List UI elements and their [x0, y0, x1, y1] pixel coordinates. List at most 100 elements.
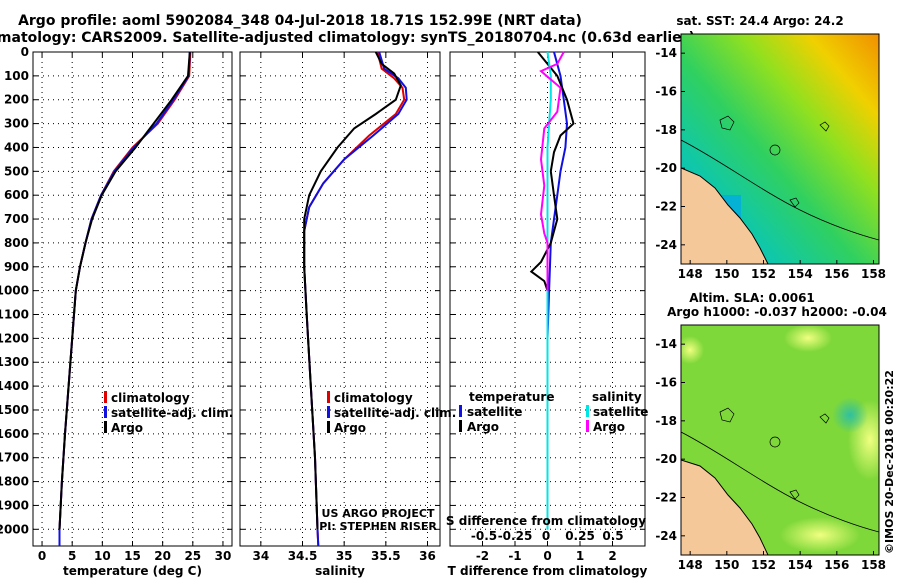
map-x-tick-label: 150 — [714, 558, 739, 572]
map-y-tick-label: -22 — [655, 200, 677, 214]
s-tick-label: 0.5 — [602, 529, 623, 543]
y-tick-label: 1100 — [0, 308, 29, 322]
sal-legend-satellite-swatch — [327, 406, 330, 418]
y-tick-label: 400 — [4, 140, 29, 154]
sal-legend-argo-swatch — [327, 421, 330, 433]
map-x-tick-label: 148 — [678, 558, 703, 572]
sla-land-australia — [681, 459, 769, 555]
sla-low-anomaly — [832, 397, 868, 433]
legend-climatology-label: climatology — [111, 391, 190, 405]
x-tick-label: 1 — [576, 549, 584, 563]
sla-high-anomaly — [784, 325, 832, 352]
map-x-tick-label: 156 — [824, 558, 849, 572]
x-axis-label: T difference from climatology — [448, 564, 648, 578]
sst-bathymetry-contour — [681, 139, 879, 241]
x-tick-label: 34.5 — [288, 549, 318, 563]
y-tick-label: 0 — [21, 45, 29, 59]
y-tick-label: 1600 — [0, 427, 29, 441]
y-tick-label: 300 — [4, 117, 29, 131]
map-y-tick-label: -16 — [655, 85, 677, 99]
sla-map — [681, 325, 879, 555]
x-tick-label: 0 — [543, 549, 551, 563]
sst-land-australia — [681, 167, 769, 264]
sst-map-frame — [680, 33, 880, 265]
series-line-climatology — [303, 51, 406, 547]
x-tick-label: 25 — [184, 549, 201, 563]
sla-map-subtitle: Argo h1000: -0.037 h2000: -0.04 — [667, 305, 887, 319]
x-axis-label: temperature (deg C) — [63, 564, 202, 578]
s-difference-title: S difference from climatology — [446, 514, 646, 528]
map-y-tick-label: -20 — [655, 161, 677, 175]
legend-s-satellite-swatch — [586, 405, 589, 417]
map-y-tick-label: -14 — [655, 46, 677, 60]
map-y-tick-label: -16 — [655, 376, 677, 390]
legend-t-satellite-swatch — [459, 405, 462, 417]
x-axis-label: salinity — [315, 564, 365, 578]
sla-reef-outlines — [719, 407, 830, 500]
x-tick-label: 34 — [252, 549, 269, 563]
y-tick-label: 1200 — [0, 331, 29, 345]
sla-high-anomaly-4 — [780, 517, 860, 553]
y-tick-label: 1400 — [0, 379, 29, 393]
y-tick-label: 1300 — [0, 355, 29, 369]
x-tick-label: 10 — [94, 549, 111, 563]
credit-line-1: US ARGO PROJECT — [322, 507, 435, 520]
map-x-tick-label: 154 — [788, 267, 813, 281]
x-tick-label: 35.5 — [371, 549, 401, 563]
series-line-t-argo — [529, 51, 575, 530]
temperature-panel: 0 5 10 15 20 25 300100200300400500600700800900… — [0, 45, 233, 578]
series-line-climatology — [58, 51, 192, 546]
y-tick-label: 900 — [4, 260, 29, 274]
x-tick-label: 15 — [124, 549, 141, 563]
legend-t-satellite-label: satellite — [467, 405, 522, 419]
sst-map — [681, 34, 879, 264]
map-x-tick-label: 148 — [678, 267, 703, 281]
map-x-tick-label: 158 — [861, 267, 886, 281]
difference-panel: -2 -1 0 1 2T difference from climatology — [448, 51, 648, 578]
series-line-s-argo — [539, 51, 565, 291]
imos-timestamp: ©IMOS 20-Dec-2018 00:20:22 — [883, 370, 896, 554]
legend-s-argo-label: Argo — [593, 420, 625, 434]
temperature-legend: climatology satellite-adj. clim. Argo — [104, 391, 233, 435]
legend-satellite-label: satellite-adj. clim. — [111, 406, 233, 420]
map-x-tick-label: 156 — [824, 267, 849, 281]
legend-argo-label: Argo — [111, 421, 143, 435]
map-y-tick-label: -20 — [655, 452, 677, 466]
map-x-tick-label: 152 — [751, 558, 776, 572]
map-y-tick-label: -18 — [655, 414, 677, 428]
x-tick-label: 0 — [38, 549, 46, 563]
legend-satellite-swatch — [104, 406, 107, 418]
sst-reef-outlines — [719, 115, 830, 208]
map-y-tick-label: -14 — [655, 337, 677, 351]
map-y-tick-label: -18 — [655, 123, 677, 137]
map-y-tick-label: -24 — [655, 238, 677, 252]
legend-s-satellite-label: satellite — [593, 405, 648, 419]
s-tick-label: -0.25 — [498, 529, 533, 543]
x-tick-label: 2 — [608, 549, 616, 563]
sal-legend-argo-label: Argo — [334, 421, 366, 435]
series-line-satellite-adj--clim- — [303, 51, 408, 547]
y-tick-label: 800 — [4, 236, 29, 250]
series-line-argo — [58, 51, 191, 530]
s-tick-label: -0.5 — [471, 529, 497, 543]
legend-climatology-swatch — [104, 391, 107, 403]
legend-s-title: salinity — [592, 390, 642, 404]
x-tick-label: -1 — [508, 549, 521, 563]
difference-legend: temperature satellite Argo salinity sate… — [459, 390, 648, 434]
s-tick-label: 0.25 — [565, 529, 595, 543]
series-line-argo — [303, 51, 402, 530]
sal-legend-climatology-swatch — [327, 391, 330, 403]
sal-legend-climatology-label: climatology — [334, 391, 413, 405]
legend-argo-swatch — [104, 421, 107, 433]
sla-map-axes: 148 150 152 154 156 158 -14 -16 -18 -20 -22 -24 — [655, 337, 886, 572]
legend-t-argo-label: Argo — [467, 420, 499, 434]
s-difference-ticks: -0.5 -0.25 0 0.25 0.5 — [471, 529, 624, 543]
y-tick-label: 2000 — [0, 522, 29, 536]
y-tick-label: 500 — [4, 164, 29, 178]
y-tick-label: 1500 — [0, 403, 29, 417]
legend-s-argo-swatch — [586, 420, 589, 432]
sla-bathymetry-contour — [681, 431, 879, 533]
salinity-panel: 34 34.5 35 35.5 36 salinity — [239, 51, 441, 578]
